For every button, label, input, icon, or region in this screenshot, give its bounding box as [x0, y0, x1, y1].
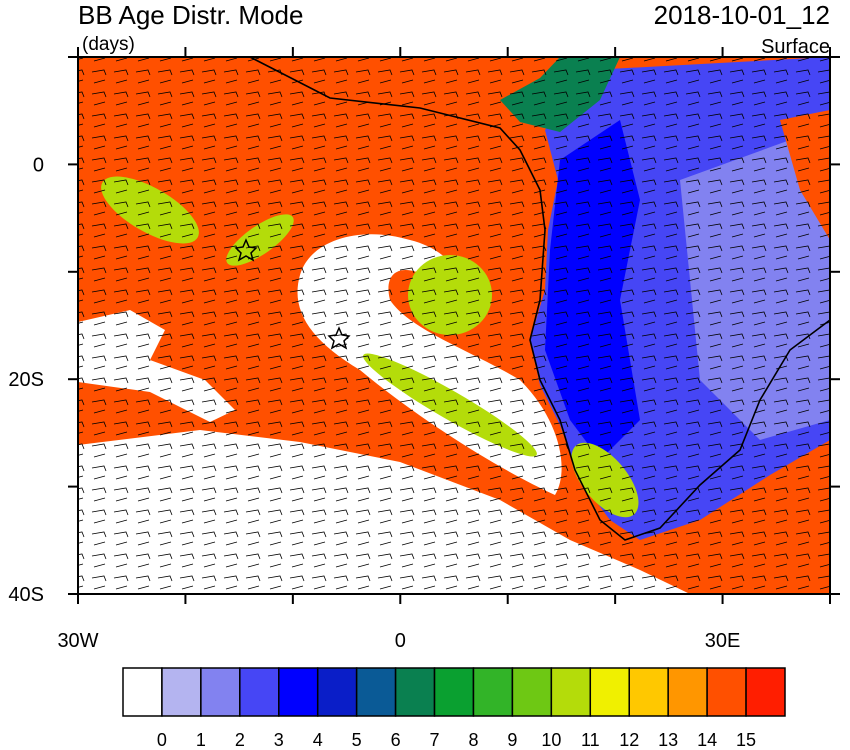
lat-label: 40S [8, 584, 44, 606]
coastline [249, 57, 830, 541]
colorbar-box [355, 667, 397, 717]
colorbar-label: 2 [235, 730, 245, 750]
colorbar-box [589, 667, 630, 717]
site-marker [327, 326, 351, 350]
colorbar-label: 11 [581, 730, 600, 750]
colorbar-label: 7 [430, 730, 440, 750]
colorbar: 0 1 2 3 4 5 6 7 8 9 10 11 12 13 14 15 [122, 667, 786, 750]
colorbar-box [667, 667, 708, 717]
map-field [78, 57, 830, 594]
colorbar-box [278, 667, 319, 717]
wind-barbs [78, 57, 830, 594]
colorbar-label: 8 [468, 730, 478, 750]
colorbar-label: 0 [157, 730, 167, 750]
lon-label: 0 [395, 630, 406, 652]
colorbar-label: 15 [736, 730, 756, 750]
colorbar-box [161, 667, 202, 717]
lon-label: 30E [705, 630, 741, 652]
colorbar-box [239, 667, 280, 717]
units: (days) [82, 34, 135, 55]
colorbar-label: 12 [619, 730, 639, 750]
lon-label: 30W [57, 630, 98, 652]
colorbar-box [706, 667, 747, 717]
colorbar-label: 13 [658, 730, 678, 750]
lat-label: 0 [33, 154, 44, 176]
colorbar-label: 5 [352, 730, 362, 750]
colorbar-box [122, 667, 163, 717]
colorbar-box [511, 667, 553, 717]
colorbar-box [472, 667, 514, 717]
colorbar-box [550, 667, 592, 717]
colorbar-box [316, 667, 358, 717]
colorbar-label: 14 [697, 730, 717, 750]
colorbar-label: 4 [313, 730, 323, 750]
colorbar-label: 10 [541, 730, 561, 750]
date: 2018-10-01_12 [654, 0, 830, 30]
colorbar-label: 1 [196, 730, 206, 750]
axes: 30W 0 30E 0 20S 40S [8, 47, 840, 652]
colorbar-box [200, 667, 241, 717]
plot-frame [77, 56, 831, 595]
colorbar-label: 3 [274, 730, 284, 750]
colorbar-box [433, 667, 475, 717]
colorbar-box [628, 667, 669, 717]
site-marker [234, 238, 258, 262]
level: Surface [761, 36, 830, 58]
lat-label: 20S [8, 369, 44, 391]
colorbar-box [745, 667, 786, 717]
colorbar-label: 6 [391, 730, 401, 750]
title: BB Age Distr. Mode [78, 0, 303, 30]
colorbar-label: 9 [507, 730, 517, 750]
colorbar-box [394, 667, 436, 717]
